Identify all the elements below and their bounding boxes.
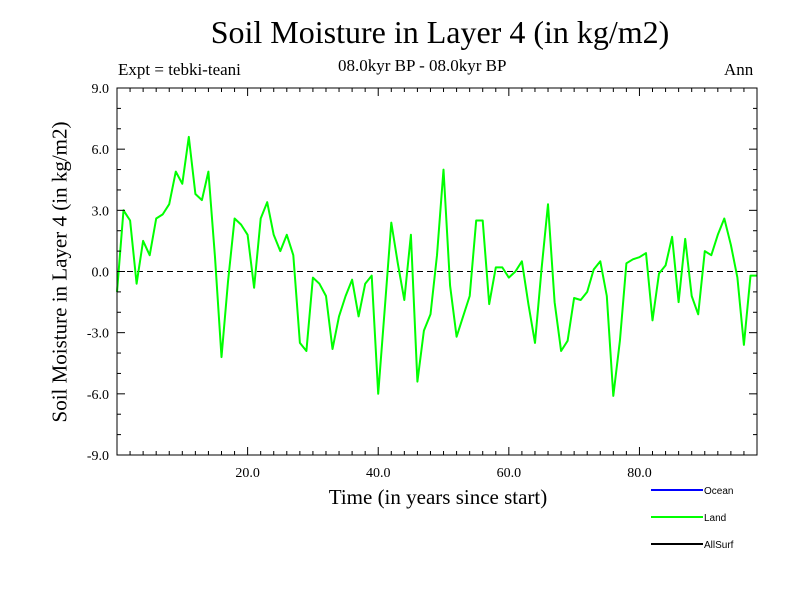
x-tick-label: 80.0 bbox=[627, 466, 652, 481]
plot-frame bbox=[116, 87, 758, 456]
legend: Ocean Land AllSurf bbox=[651, 486, 734, 551]
legend-label-allsurf: AllSurf bbox=[704, 540, 734, 551]
y-tick-label: 6.0 bbox=[92, 143, 110, 158]
y-tick-label: 9.0 bbox=[92, 82, 110, 97]
legend-label-ocean: Ocean bbox=[704, 486, 733, 497]
period-label: 08.0kyr BP - 08.0kyr BP bbox=[338, 56, 507, 75]
x-axis-label: Time (in years since start) bbox=[328, 485, 548, 509]
experiment-label: Expt = tebki-teani bbox=[118, 60, 241, 79]
y-tick-label: 3.0 bbox=[92, 204, 110, 219]
y-tick-label: -6.0 bbox=[87, 388, 109, 403]
y-tick-label: -9.0 bbox=[87, 449, 109, 464]
legend-label-land: Land bbox=[704, 513, 726, 524]
y-tick-label: 0.0 bbox=[92, 266, 110, 281]
x-tick-label: 40.0 bbox=[366, 466, 391, 481]
y-tick-label: -3.0 bbox=[87, 327, 109, 342]
x-tick-label: 60.0 bbox=[497, 466, 522, 481]
series-line-land bbox=[116, 135, 757, 397]
series-layer bbox=[116, 135, 757, 397]
chart-title: Soil Moisture in Layer 4 (in kg/m2) bbox=[210, 14, 670, 50]
x-tick-label: 20.0 bbox=[235, 466, 260, 481]
season-label: Ann bbox=[724, 60, 754, 79]
